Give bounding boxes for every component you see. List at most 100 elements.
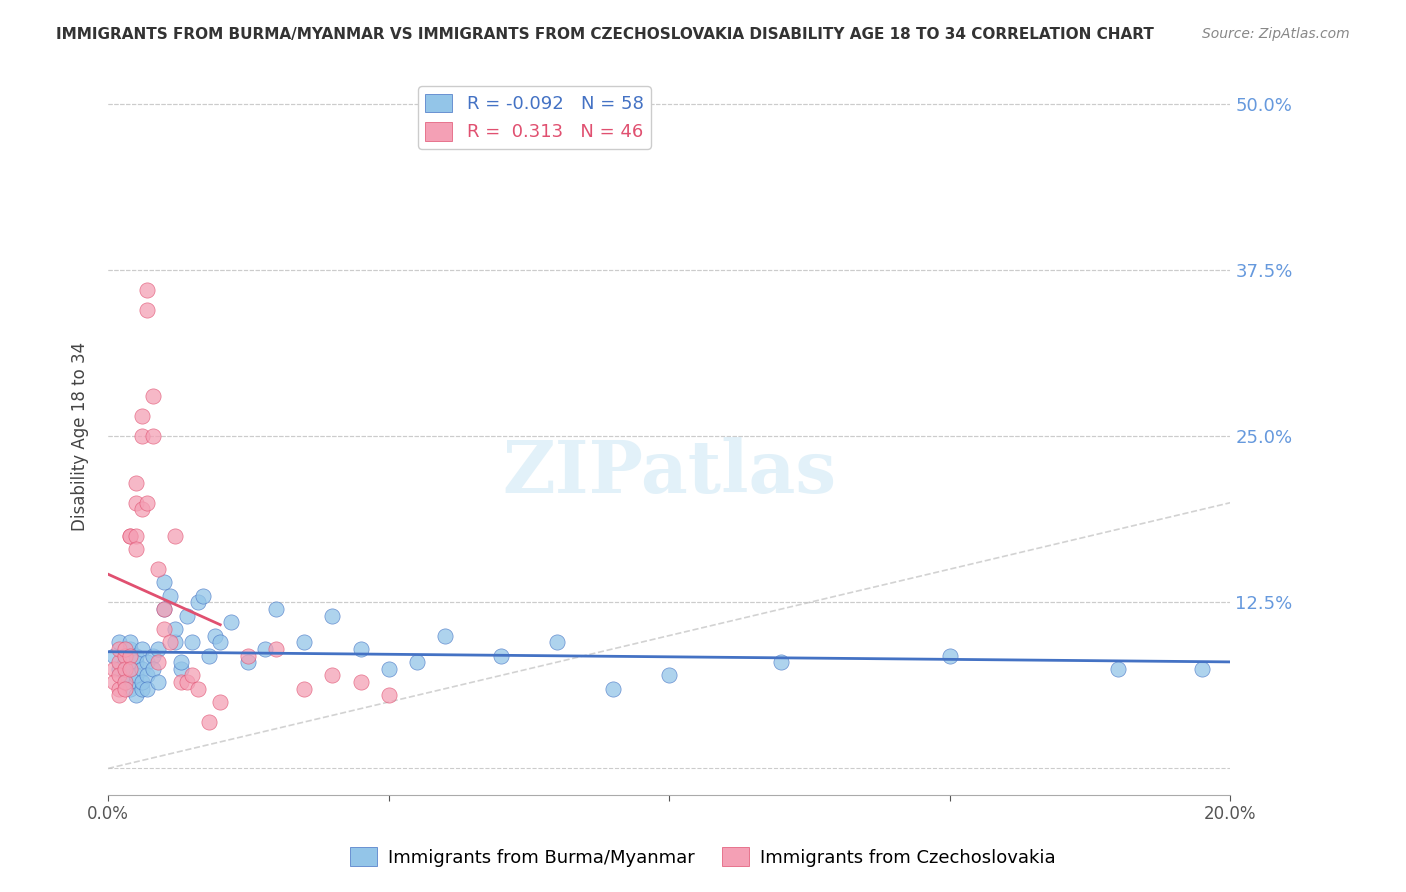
Point <box>108 641 131 656</box>
Point <box>1191 662 1213 676</box>
Point <box>142 389 165 403</box>
Point <box>142 662 165 676</box>
Point <box>131 429 153 443</box>
Point <box>120 635 142 649</box>
Point <box>103 662 125 676</box>
Point <box>114 675 136 690</box>
Point <box>108 635 131 649</box>
Point <box>238 648 260 663</box>
Point <box>153 575 176 590</box>
Point <box>148 655 170 669</box>
Point <box>136 496 159 510</box>
Point <box>136 668 159 682</box>
Point <box>108 668 131 682</box>
Point <box>120 662 142 676</box>
Point <box>159 589 181 603</box>
Text: ZIPatlas: ZIPatlas <box>502 436 837 508</box>
Text: IMMIGRANTS FROM BURMA/MYANMAR VS IMMIGRANTS FROM CZECHOSLOVAKIA DISABILITY AGE 1: IMMIGRANTS FROM BURMA/MYANMAR VS IMMIGRA… <box>56 27 1154 42</box>
Point <box>294 635 316 649</box>
Point <box>120 529 142 543</box>
Point <box>349 675 371 690</box>
Point <box>181 668 204 682</box>
Point <box>120 662 142 676</box>
Point <box>165 635 187 649</box>
Point <box>136 283 159 297</box>
Point <box>125 689 148 703</box>
Point <box>489 648 512 663</box>
Point <box>125 675 148 690</box>
Point <box>176 608 198 623</box>
Point <box>125 648 148 663</box>
Point <box>187 681 209 696</box>
Point <box>321 608 343 623</box>
Point <box>939 648 962 663</box>
Point <box>136 303 159 318</box>
Legend: R = -0.092   N = 58, R =  0.313   N = 46: R = -0.092 N = 58, R = 0.313 N = 46 <box>418 87 651 149</box>
Point <box>321 668 343 682</box>
Text: Source: ZipAtlas.com: Source: ZipAtlas.com <box>1202 27 1350 41</box>
Point <box>405 655 427 669</box>
Point <box>125 542 148 557</box>
Point <box>125 655 148 669</box>
Point <box>658 668 681 682</box>
Point <box>131 409 153 424</box>
Point <box>131 641 153 656</box>
Point <box>159 635 181 649</box>
Point <box>148 562 170 576</box>
Point <box>153 622 176 636</box>
Point <box>131 502 153 516</box>
Point <box>120 648 142 663</box>
Point <box>125 475 148 490</box>
Point <box>114 675 136 690</box>
Point <box>153 602 176 616</box>
Point <box>136 681 159 696</box>
Point <box>131 681 153 696</box>
Point <box>114 641 136 656</box>
Point <box>170 655 193 669</box>
Point <box>176 675 198 690</box>
Point <box>209 635 232 649</box>
Point <box>181 635 204 649</box>
Point <box>221 615 243 630</box>
Point <box>125 529 148 543</box>
Point <box>136 655 159 669</box>
Point <box>103 675 125 690</box>
Point <box>120 641 142 656</box>
Point <box>266 641 288 656</box>
Point <box>204 629 226 643</box>
Point <box>170 675 193 690</box>
Point <box>142 648 165 663</box>
Point <box>266 602 288 616</box>
Point <box>131 675 153 690</box>
Point <box>108 681 131 696</box>
Legend: Immigrants from Burma/Myanmar, Immigrants from Czechoslovakia: Immigrants from Burma/Myanmar, Immigrant… <box>343 840 1063 874</box>
Point <box>546 635 568 649</box>
Point <box>148 675 170 690</box>
Point <box>193 589 215 603</box>
Point <box>1107 662 1129 676</box>
Point <box>120 529 142 543</box>
Point <box>108 662 131 676</box>
Point <box>377 689 399 703</box>
Point <box>114 681 136 696</box>
Point <box>254 641 277 656</box>
Point <box>377 662 399 676</box>
Point <box>148 641 170 656</box>
Point <box>114 648 136 663</box>
Point <box>131 662 153 676</box>
Point <box>125 668 148 682</box>
Point <box>142 429 165 443</box>
Point <box>602 681 624 696</box>
Point <box>165 622 187 636</box>
Point <box>433 629 456 643</box>
Point <box>294 681 316 696</box>
Point <box>187 595 209 609</box>
Point <box>198 714 221 729</box>
Point <box>209 695 232 709</box>
Point <box>770 655 793 669</box>
Point <box>108 655 131 669</box>
Point <box>153 602 176 616</box>
Point <box>165 529 187 543</box>
Point <box>114 655 136 669</box>
Point <box>198 648 221 663</box>
